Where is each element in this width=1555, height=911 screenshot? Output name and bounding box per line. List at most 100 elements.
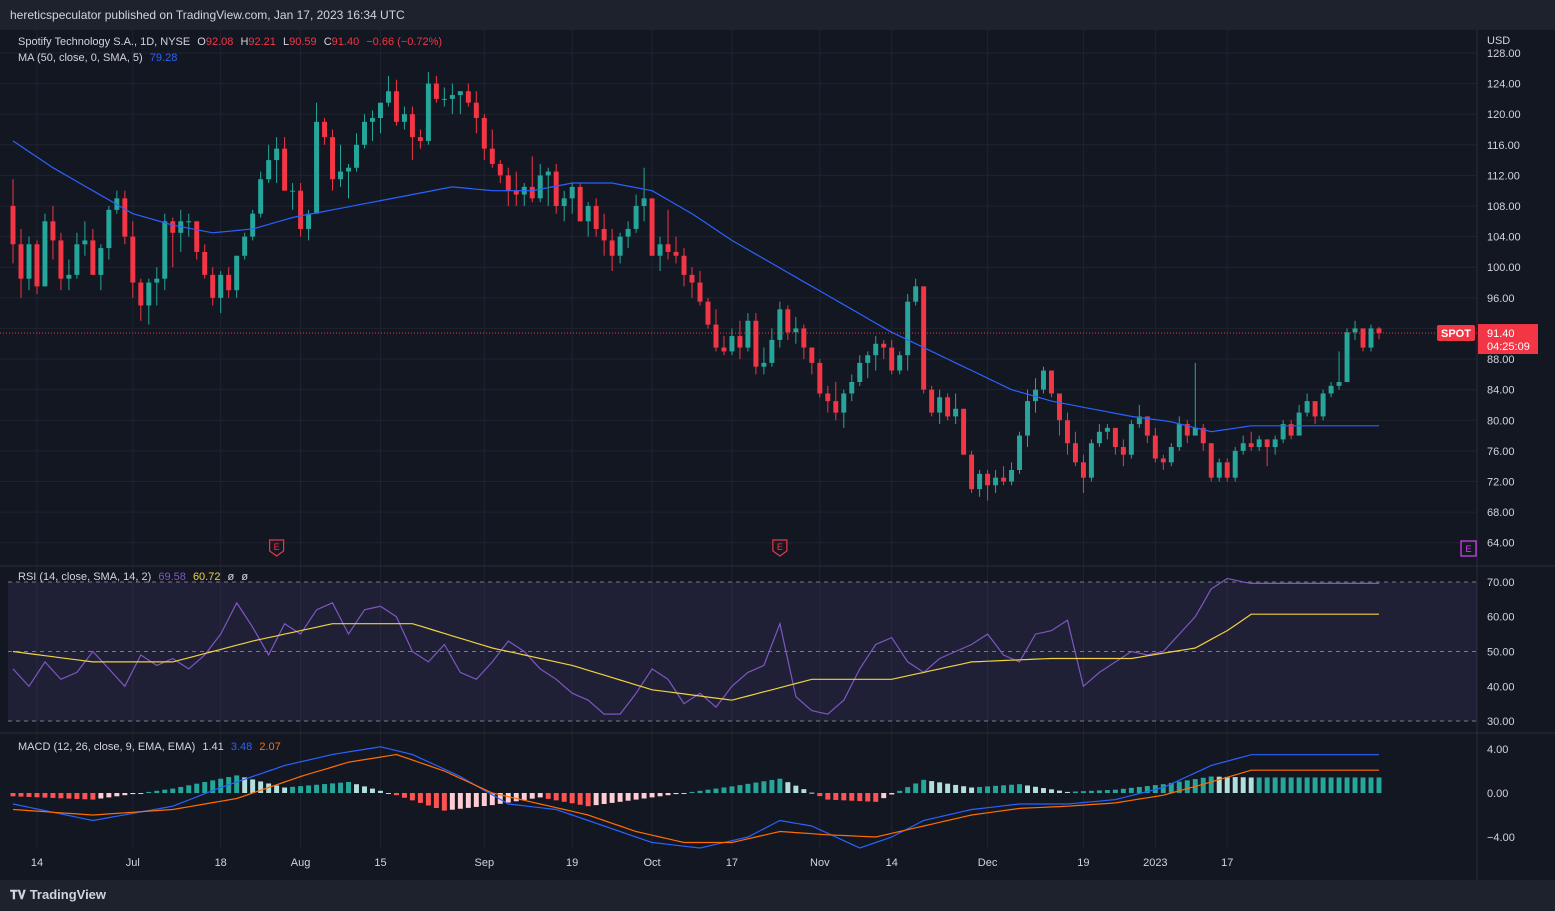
macd-histogram-bar (441, 793, 447, 811)
candle-body (1176, 424, 1182, 448)
candle-body (377, 102, 383, 118)
candle-body (809, 347, 815, 363)
price-axis-tick: 84.00 (1487, 385, 1515, 397)
macd-histogram-bar (210, 780, 216, 793)
candle-body (465, 91, 471, 103)
candle-body (665, 244, 671, 252)
price-axis-tick: 128.00 (1487, 48, 1521, 60)
candle-body (98, 248, 104, 275)
macd-histogram-bar (377, 790, 383, 793)
candle-body (729, 336, 735, 352)
macd-axis-tick: 0.00 (1487, 788, 1508, 800)
macd-histogram-bar (993, 785, 999, 793)
candle-body (601, 228, 607, 241)
candle-body (553, 171, 559, 206)
candle-body (1001, 477, 1007, 482)
candle-body (657, 244, 663, 256)
macd-histogram-bar (98, 793, 104, 799)
macd-value: 3.48 (230, 741, 253, 753)
price-legend: Spotify Technology S.A., 1D, NYSE O92.08… (18, 36, 446, 48)
macd-histogram-bar (665, 793, 671, 796)
macd-histogram-bar (585, 793, 591, 807)
price-axis-tick: 104.00 (1487, 232, 1521, 244)
earnings-marker-label: E (777, 542, 783, 552)
candle-body (82, 240, 88, 245)
open-label: O (197, 36, 206, 48)
chart-svg[interactable]: 128.00 124.00 120.00 116.00 112.00 108.00 104.… (0, 30, 1555, 880)
candle-body (1280, 424, 1286, 440)
macd-histogram-bar (561, 793, 567, 802)
macd-histogram-bar (242, 777, 248, 793)
candle-body (1208, 443, 1214, 478)
candle-body (1360, 328, 1366, 348)
candle-body (457, 91, 463, 96)
macd-histogram-bar (545, 793, 551, 799)
candle-body (473, 102, 479, 118)
macd-histogram-bar (194, 783, 200, 793)
candle-body (1312, 401, 1318, 417)
candle-body (1056, 393, 1062, 421)
macd-histogram-bar (881, 793, 887, 799)
publisher-bar: hereticspeculator published on TradingVi… (0, 0, 1555, 30)
macd-histogram-bar (761, 781, 767, 793)
candle-body (681, 255, 687, 275)
price-tag-countdown: 04:25:09 (1487, 341, 1530, 353)
candle-body (74, 244, 80, 275)
macd-histogram-bar (1376, 777, 1382, 793)
tradingview-logo[interactable]: 𝐓𝐕 TradingView (10, 887, 106, 903)
macd-histogram-bar (1216, 776, 1222, 793)
candle-body (1096, 431, 1102, 444)
macd-histogram-bar (250, 779, 256, 793)
macd-histogram-bar (170, 788, 176, 793)
time-axis-tick: 15 (374, 857, 386, 869)
candle-body (306, 213, 312, 229)
candle-body (897, 355, 903, 371)
candle-body (90, 240, 96, 275)
candle-body (242, 236, 248, 256)
candle-body (146, 282, 152, 306)
candle-body (122, 198, 128, 237)
candle-body (841, 393, 847, 413)
macd-histogram-bar (945, 783, 951, 793)
candle-body (1344, 332, 1350, 382)
macd-histogram-bar (74, 793, 80, 799)
low-value: 90.59 (289, 36, 317, 48)
macd-histogram-bar (1312, 777, 1318, 793)
candle-body (865, 355, 871, 363)
price-axis-tick: 120.00 (1487, 109, 1521, 121)
time-axis-tick: Dec (978, 857, 998, 869)
macd-histogram-bar (833, 793, 839, 800)
macd-histogram-bar (953, 784, 959, 793)
candle-body (593, 206, 599, 229)
macd-histogram-bar (521, 793, 527, 800)
macd-histogram-bar (258, 781, 264, 793)
macd-histogram-bar (362, 786, 367, 793)
macd-histogram-bar (721, 787, 727, 793)
candle-body (18, 244, 24, 279)
macd-histogram-bar (1360, 777, 1366, 793)
macd-histogram-bar (58, 793, 64, 799)
macd-histogram-bar (50, 793, 56, 798)
macd-histogram-bar (1232, 777, 1238, 793)
macd-histogram-bar (1336, 777, 1342, 793)
candle-body (1088, 443, 1094, 478)
macd-histogram-bar (1344, 777, 1350, 793)
candle-body (1041, 370, 1046, 390)
candle-body (545, 171, 551, 176)
chart-area[interactable]: 128.00 124.00 120.00 116.00 112.00 108.00 104.… (0, 30, 1555, 880)
candle-body (937, 397, 943, 413)
candle-body (1320, 393, 1326, 417)
candle-body (617, 236, 623, 256)
macd-histogram-bar (609, 793, 615, 803)
macd-histogram-bar (1328, 777, 1334, 793)
candle-body (393, 91, 399, 122)
candle-body (385, 91, 391, 103)
candle-body (1168, 447, 1174, 463)
macd-histogram-bar (34, 793, 40, 798)
rsi-axis-tick: 30.00 (1487, 716, 1515, 728)
macd-histogram-bar (921, 779, 927, 793)
candle-body (1064, 420, 1070, 444)
macd-histogram-bar (553, 793, 559, 801)
candle-body (66, 274, 72, 279)
rsi-value: 69.58 (158, 571, 186, 583)
